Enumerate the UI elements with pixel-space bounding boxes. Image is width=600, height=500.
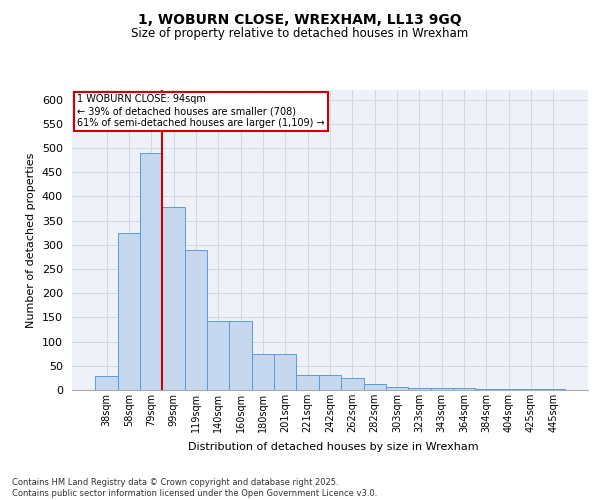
Bar <box>229 321 252 390</box>
Text: Contains HM Land Registry data © Crown copyright and database right 2025.
Contai: Contains HM Land Registry data © Crown c… <box>12 478 377 498</box>
Bar <box>296 376 319 390</box>
Bar <box>95 376 118 390</box>
Text: Size of property relative to detached houses in Wrexham: Size of property relative to detached ho… <box>131 28 469 40</box>
Y-axis label: Number of detached properties: Number of detached properties <box>26 152 36 328</box>
Bar <box>497 388 520 390</box>
Bar <box>386 386 408 390</box>
Bar <box>341 378 364 390</box>
Bar <box>140 153 163 390</box>
Bar <box>431 388 453 390</box>
Bar <box>542 388 565 390</box>
Bar <box>319 376 341 390</box>
Bar <box>252 354 274 390</box>
Bar <box>274 354 296 390</box>
Text: 1, WOBURN CLOSE, WREXHAM, LL13 9GQ: 1, WOBURN CLOSE, WREXHAM, LL13 9GQ <box>138 12 462 26</box>
Bar <box>520 388 542 390</box>
Bar <box>364 384 386 390</box>
Bar <box>118 232 140 390</box>
Bar <box>207 321 229 390</box>
Bar <box>453 388 475 390</box>
Text: Distribution of detached houses by size in Wrexham: Distribution of detached houses by size … <box>188 442 478 452</box>
Text: 1 WOBURN CLOSE: 94sqm
← 39% of detached houses are smaller (708)
61% of semi-det: 1 WOBURN CLOSE: 94sqm ← 39% of detached … <box>77 94 325 128</box>
Bar <box>163 207 185 390</box>
Bar <box>475 388 497 390</box>
Bar <box>408 388 431 390</box>
Bar <box>185 250 207 390</box>
